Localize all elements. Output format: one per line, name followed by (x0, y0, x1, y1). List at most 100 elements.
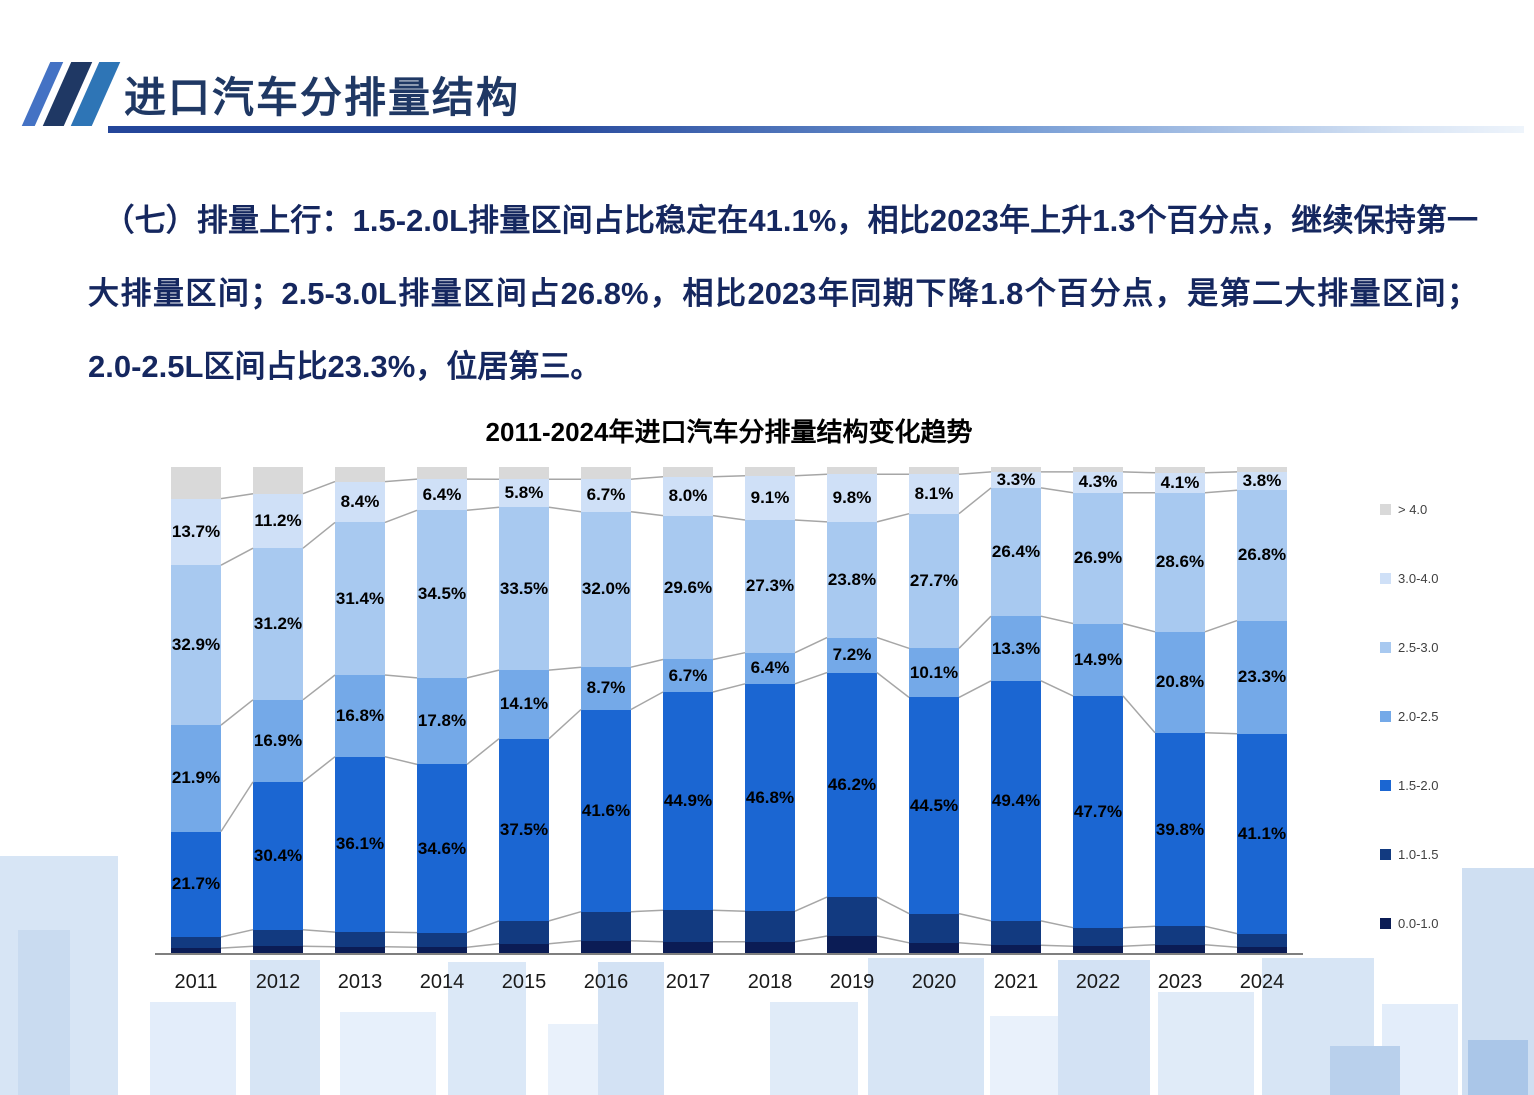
bar-segment: 36.1% (335, 756, 385, 933)
bar-segment: 6.4% (417, 479, 467, 511)
bar-segment: 21.9% (171, 725, 221, 832)
bar-segment (253, 467, 303, 494)
bar-data-label: 14.1% (499, 694, 549, 714)
x-axis-label: 2020 (911, 971, 957, 993)
bar-segment: 47.7% (1073, 695, 1123, 928)
bar-data-label: 6.4% (422, 484, 462, 504)
bar-segment: 11.2% (253, 493, 303, 549)
x-axis-label: 2023 (1157, 971, 1203, 993)
bar-segment: 33.5% (499, 507, 549, 671)
bar-data-label: 4.1% (1160, 472, 1200, 492)
bar-segment: 28.6% (1155, 492, 1205, 632)
legend-item: 1.0-1.5 (1380, 847, 1438, 862)
bar-data-label: 23.3% (1237, 667, 1287, 687)
legend-swatch-icon (1380, 504, 1391, 515)
bar-segment (253, 946, 303, 953)
bar-segment: 32.0% (581, 511, 631, 668)
legend-label: 2.0-2.5 (1398, 709, 1439, 724)
bar-data-label: 3.3% (996, 469, 1036, 489)
bar-segment: 4.1% (1155, 473, 1205, 493)
bar-segment (909, 942, 959, 953)
bar-segment (663, 910, 713, 942)
bar-data-label: 30.4% (253, 845, 303, 865)
bar-segment: 32.9% (171, 565, 221, 726)
bar-data-label: 26.4% (991, 542, 1041, 562)
legend-item: 2.0-2.5 (1380, 709, 1438, 724)
bar-data-label: 10.1% (909, 662, 959, 682)
bar-data-label: 39.8% (1155, 819, 1205, 839)
bar-data-label: 21.9% (171, 768, 221, 788)
bar-segment: 39.8% (1155, 732, 1205, 927)
bar-data-label: 8.4% (340, 492, 380, 511)
bar-segment (171, 948, 221, 953)
bar-data-label: 31.4% (335, 588, 385, 608)
bar-segment: 20.8% (1155, 631, 1205, 733)
bar-segment: 21.7% (171, 831, 221, 937)
bar-data-label: 28.6% (1155, 552, 1205, 572)
x-axis-label: 2013 (337, 971, 383, 993)
bar-data-label: 20.8% (1155, 672, 1205, 692)
bar-data-label: 6.7% (668, 665, 708, 685)
bar-segment (745, 467, 795, 476)
bar-segment: 5.8% (499, 479, 549, 508)
x-axis-label: 2019 (829, 971, 875, 993)
page-title: 进口汽车分排量结构 (124, 74, 521, 121)
bar-segment: 49.4% (991, 680, 1041, 921)
bar-segment (991, 467, 1041, 472)
bar-data-label: 44.5% (909, 795, 959, 815)
bar-data-label: 11.2% (254, 510, 302, 530)
bar-segment (827, 936, 877, 953)
bar-data-label: 21.7% (171, 874, 221, 894)
bar-segment: 9.8% (827, 474, 877, 522)
bar-segment (745, 911, 795, 942)
bar-segment (1237, 467, 1287, 472)
bar-data-label: 8.0% (668, 486, 708, 506)
x-axis-label: 2022 (1075, 971, 1121, 993)
chart-title: 2011-2024年进口汽车分排量结构变化趋势 (485, 417, 973, 447)
legend-label: 3.0-4.0 (1398, 571, 1439, 586)
deco-block (18, 930, 70, 1095)
bar-segment (1155, 944, 1205, 953)
bar-segment (499, 467, 549, 480)
bar-segment: 31.4% (335, 522, 385, 676)
bar-data-label: 41.6% (581, 800, 631, 820)
bar-segment: 23.8% (827, 521, 877, 638)
bar-data-label: 3.8% (1242, 471, 1282, 491)
bar-segment (499, 920, 549, 944)
bar-segment: 9.1% (745, 475, 795, 520)
bar-segment: 3.3% (991, 469, 1041, 489)
legend-label: 1.5-2.0 (1398, 778, 1439, 793)
deco-block (1468, 1040, 1528, 1095)
bar-data-label: 37.5% (499, 819, 549, 839)
bar-segment: 13.3% (991, 616, 1041, 681)
bar-data-label: 5.8% (504, 483, 544, 503)
bar-segment: 6.4% (745, 652, 795, 684)
header-rule (108, 126, 1524, 133)
bar-data-label: 7.2% (832, 645, 872, 665)
bar-data-label: 16.9% (253, 730, 303, 750)
bar-segment (1155, 926, 1205, 945)
bar-segment: 44.9% (663, 692, 713, 911)
deco-block (770, 1002, 858, 1095)
x-axis-label: 2015 (501, 971, 547, 993)
deco-block (1058, 960, 1150, 1095)
bar-data-label: 47.7% (1073, 801, 1123, 821)
bar-segment: 41.6% (581, 709, 631, 912)
bar-segment: 4.3% (1073, 471, 1123, 493)
logo (21, 62, 121, 126)
bar-segment: 34.5% (417, 510, 467, 678)
legend-swatch-icon (1380, 642, 1391, 653)
bar-segment: 44.5% (909, 697, 959, 914)
x-axis-label: 2012 (255, 971, 301, 993)
bar-data-label: 36.1% (335, 834, 385, 854)
deco-block (990, 1016, 1068, 1095)
plot-area: 21.7% 21.9% 32.9% 13.7% 30.4% 16.9% 31.2% 11.2%… (155, 467, 1303, 955)
bar-segment (499, 943, 549, 953)
bar-segment: 26.8% (1237, 490, 1287, 621)
bar-segment (581, 467, 631, 480)
deco-block (1330, 1046, 1400, 1095)
bar-segment (171, 467, 221, 499)
bar-data-label: 8.1% (914, 483, 954, 503)
x-axis-label: 2018 (747, 971, 793, 993)
bar-segment: 14.9% (1073, 623, 1123, 696)
